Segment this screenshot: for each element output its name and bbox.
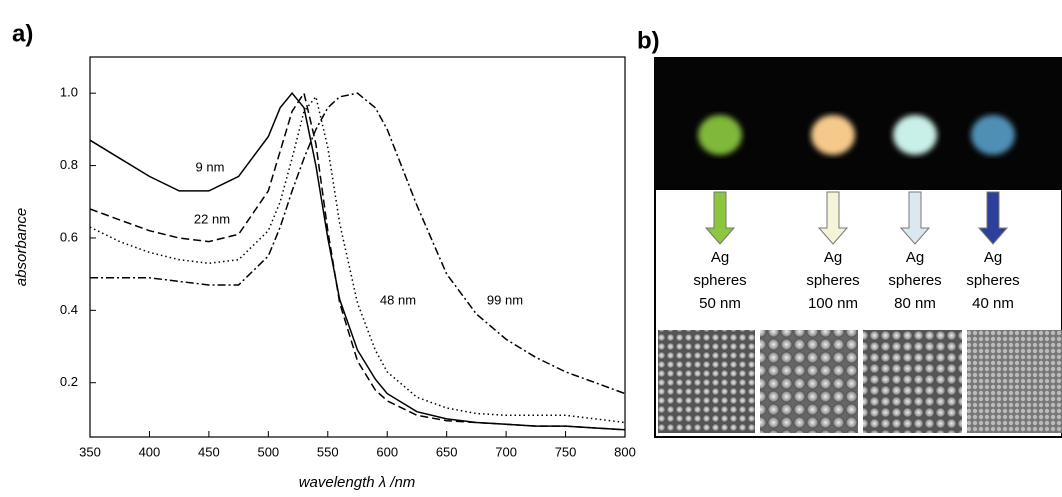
sample-label: spheres xyxy=(806,272,859,289)
series-label: 9 nm xyxy=(196,159,225,174)
sem-image xyxy=(863,330,962,433)
sample-label: 40 nm xyxy=(972,295,1014,312)
x-tick-label: 500 xyxy=(257,444,279,459)
plot-frame xyxy=(89,56,626,438)
panel-label: a) xyxy=(12,20,33,47)
x-tick-label: 400 xyxy=(139,444,161,459)
glow-spot xyxy=(698,115,742,155)
sample-label: 50 nm xyxy=(699,295,741,312)
arrow xyxy=(899,191,931,245)
sample-label: spheres xyxy=(888,272,941,289)
x-tick-label: 450 xyxy=(198,444,220,459)
series-label: 48 nm xyxy=(380,292,416,307)
sample-label: Ag xyxy=(984,249,1002,266)
y-tick-label: 0.4 xyxy=(60,302,78,317)
sample-label: 80 nm xyxy=(894,295,936,312)
y-tick-label: 0.6 xyxy=(60,229,78,244)
sample-label: 100 nm xyxy=(808,295,858,312)
y-tick-label: 1.0 xyxy=(60,85,78,100)
x-tick-label: 750 xyxy=(555,444,577,459)
y-tick-label: 0.8 xyxy=(60,157,78,172)
y-tick-label: 0.2 xyxy=(60,374,78,389)
sample-label: Ag xyxy=(824,249,842,266)
x-tick-label: 800 xyxy=(614,444,636,459)
series-line xyxy=(89,92,626,431)
sample-label: spheres xyxy=(693,272,746,289)
series-line xyxy=(90,92,626,395)
x-tick-label: 350 xyxy=(79,444,101,459)
series-line xyxy=(89,95,626,424)
x-tick-label: 600 xyxy=(376,444,398,459)
sem-image xyxy=(658,330,755,433)
x-axis-label: wavelength λ /nm xyxy=(299,474,416,491)
sample-label: Ag xyxy=(711,249,729,266)
sample-label: Ag xyxy=(906,249,924,266)
x-tick-label: 550 xyxy=(317,444,339,459)
glow-spot xyxy=(811,115,855,155)
glow-spot xyxy=(893,115,937,155)
glow-spot xyxy=(971,115,1015,155)
sem-image xyxy=(967,330,1062,433)
sample-label: spheres xyxy=(966,272,1019,289)
arrow xyxy=(704,191,736,245)
y-axis-label: absorbance xyxy=(13,208,30,286)
x-tick-label: 700 xyxy=(495,444,517,459)
series-label: 99 nm xyxy=(487,292,523,307)
series-label: 22 nm xyxy=(194,211,230,226)
arrow xyxy=(817,191,849,245)
x-tick-label: 650 xyxy=(436,444,458,459)
panel-label: b) xyxy=(637,27,660,54)
sem-image xyxy=(760,330,858,433)
series-line xyxy=(89,91,626,431)
arrow xyxy=(977,191,1009,245)
